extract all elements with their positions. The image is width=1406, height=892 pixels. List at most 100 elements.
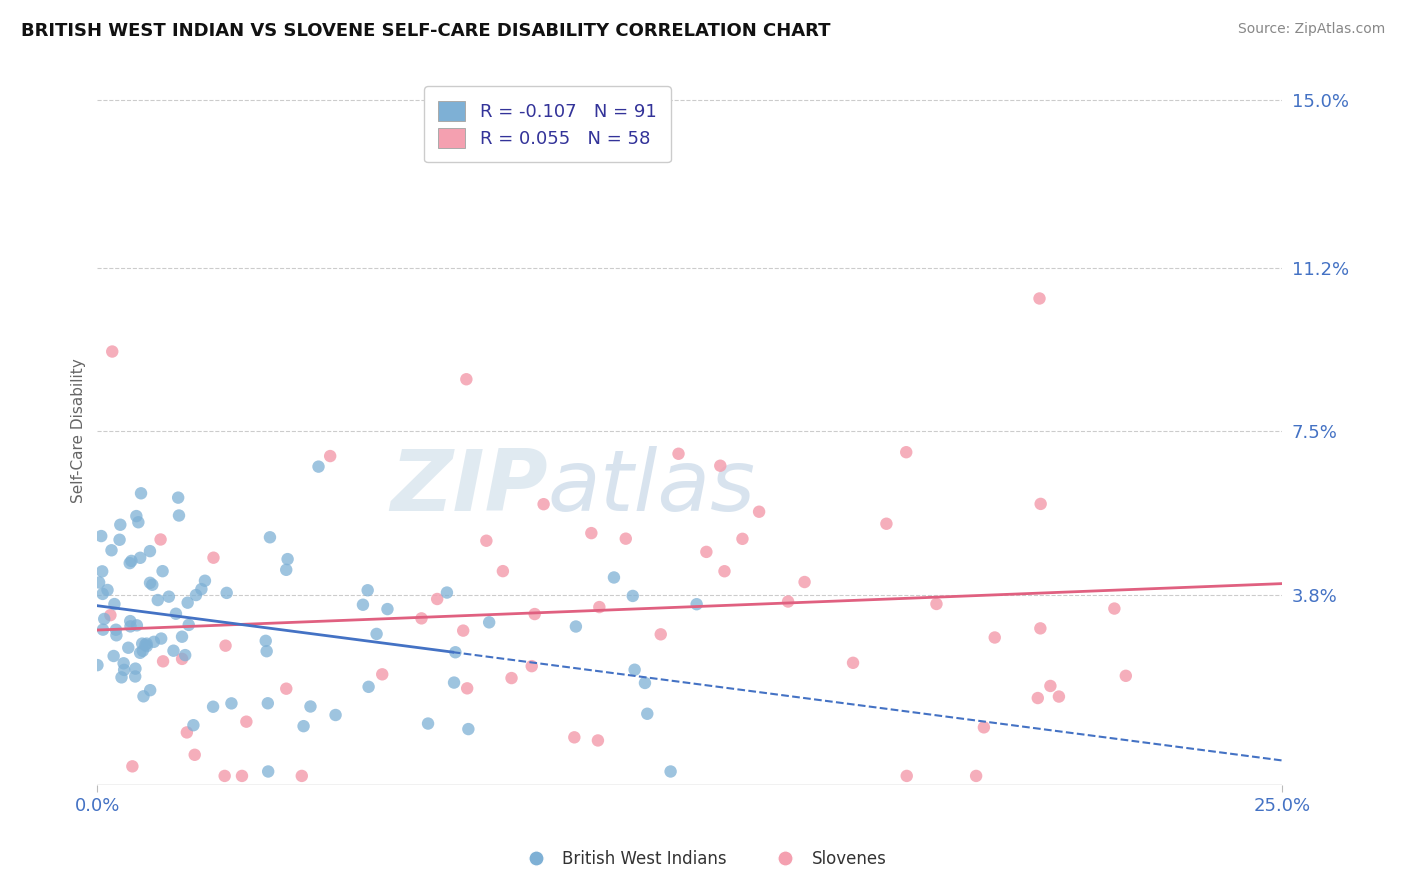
Point [650,627,672,641]
Point [152,654,174,668]
Point [277,552,299,566]
Point [352,598,374,612]
Point [184,588,207,602]
Point [713,564,735,578]
Point [925,597,948,611]
Point [183,747,205,762]
Point [167,491,190,505]
Point [371,667,394,681]
Point [176,725,198,739]
Point [896,769,918,783]
Point [965,769,987,783]
Point [152,564,174,578]
Point [475,533,498,548]
Point [377,602,399,616]
Point [142,635,165,649]
Point [117,640,139,655]
Y-axis label: Self-Care Disability: Self-Care Disability [72,359,86,503]
Point [112,663,135,677]
Point [93,612,115,626]
Point [1115,669,1137,683]
Point [457,722,479,736]
Point [299,699,322,714]
Point [291,769,314,783]
Point [748,505,770,519]
Point [194,574,217,588]
Point [103,597,125,611]
Point [621,589,644,603]
Point [91,623,114,637]
Point [411,611,433,625]
Point [357,680,380,694]
Point [174,648,197,662]
Point [451,624,474,638]
Point [634,676,657,690]
Text: BRITISH WEST INDIAN VS SLOVENE SELF-CARE DISABILITY CORRELATION CHART: BRITISH WEST INDIAN VS SLOVENE SELF-CARE… [21,22,831,40]
Point [1047,690,1070,704]
Point [214,769,236,783]
Point [120,614,142,628]
Point [127,515,149,529]
Point [131,637,153,651]
Point [183,718,205,732]
Point [90,529,112,543]
Point [603,570,626,584]
Point [366,627,388,641]
Point [308,459,330,474]
Point [150,632,173,646]
Point [221,697,243,711]
Point [257,764,280,779]
Point [896,445,918,459]
Point [659,764,682,779]
Point [110,670,132,684]
Point [105,628,128,642]
Point [1028,292,1050,306]
Point [108,533,131,547]
Point [259,530,281,544]
Point [1029,497,1052,511]
Point [124,669,146,683]
Point [235,714,257,729]
Point [256,644,278,658]
Point [456,372,478,386]
Point [132,644,155,658]
Legend: British West Indians, Slovenes: British West Indians, Slovenes [512,844,894,875]
Point [709,458,731,473]
Point [636,706,658,721]
Text: ZIP: ZIP [389,446,547,529]
Point [157,590,180,604]
Point [146,593,169,607]
Point [325,708,347,723]
Point [623,663,645,677]
Point [91,565,114,579]
Point [276,681,298,696]
Point [778,594,800,608]
Point [120,554,142,568]
Point [132,690,155,704]
Point [135,637,157,651]
Point [276,563,298,577]
Point [443,675,465,690]
Point [444,645,467,659]
Point [501,671,523,685]
Point [357,583,380,598]
Point [120,619,142,633]
Point [165,607,187,621]
Point [101,344,124,359]
Point [104,623,127,637]
Point [254,633,277,648]
Point [215,586,238,600]
Point [121,759,143,773]
Point [1104,601,1126,615]
Point [139,683,162,698]
Point [135,639,157,653]
Point [416,716,439,731]
Point [100,608,122,623]
Point [1039,679,1062,693]
Point [586,733,609,747]
Legend: R = -0.107   N = 91, R = 0.055   N = 58: R = -0.107 N = 91, R = 0.055 N = 58 [425,87,671,162]
Point [96,582,118,597]
Point [492,564,515,578]
Point [124,662,146,676]
Point [129,550,152,565]
